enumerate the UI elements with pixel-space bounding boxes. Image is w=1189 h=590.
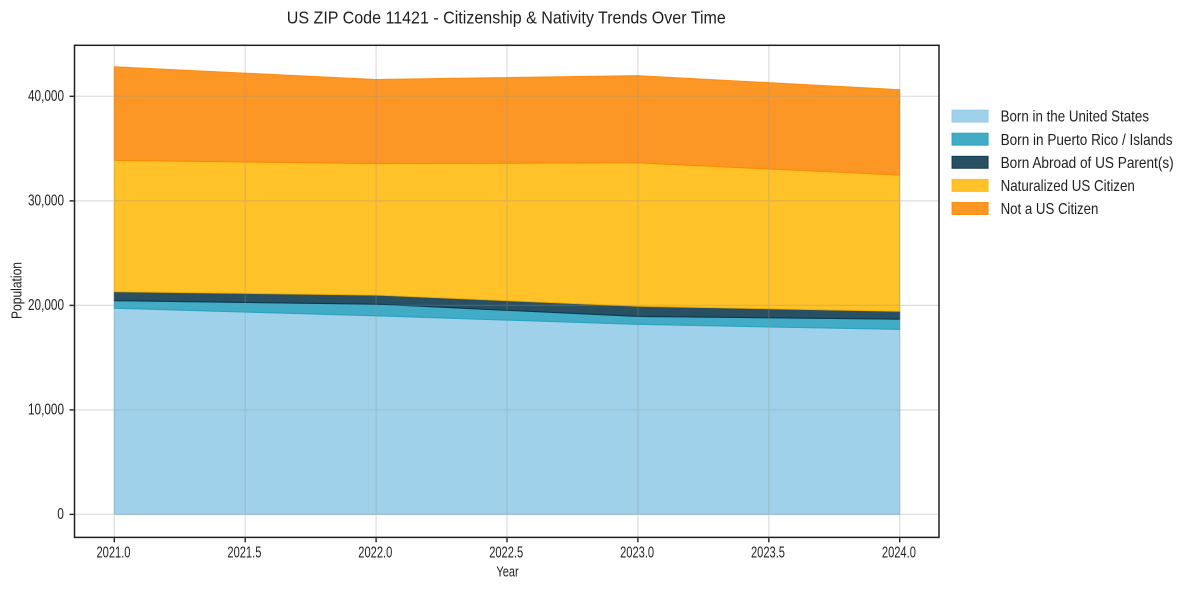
svg-text:0: 0 — [57, 506, 64, 523]
svg-text:2023.0: 2023.0 — [620, 544, 654, 561]
svg-text:20,000: 20,000 — [28, 297, 64, 314]
svg-text:Born in Puerto Rico / Islands: Born in Puerto Rico / Islands — [1001, 132, 1173, 149]
svg-text:2022.0: 2022.0 — [358, 544, 392, 561]
svg-text:40,000: 40,000 — [28, 88, 64, 105]
svg-text:Born in the United States: Born in the United States — [1001, 109, 1149, 126]
svg-text:2021.5: 2021.5 — [227, 544, 261, 561]
svg-text:2023.5: 2023.5 — [751, 544, 785, 561]
svg-text:2024.0: 2024.0 — [882, 544, 916, 561]
svg-text:Not a US Citizen: Not a US Citizen — [1001, 201, 1099, 218]
svg-text:Born Abroad of US Parent(s): Born Abroad of US Parent(s) — [1001, 155, 1174, 172]
svg-text:Year: Year — [496, 564, 518, 580]
svg-text:Population: Population — [10, 262, 26, 319]
svg-text:2022.5: 2022.5 — [489, 544, 523, 561]
svg-text:30,000: 30,000 — [28, 193, 64, 210]
svg-text:Naturalized US Citizen: Naturalized US Citizen — [1001, 178, 1135, 195]
svg-text:2021.0: 2021.0 — [97, 544, 131, 561]
svg-text:10,000: 10,000 — [28, 402, 64, 419]
svg-text:US ZIP Code 11421 - Citizenshi: US ZIP Code 11421 - Citizenship & Nativi… — [287, 7, 726, 27]
